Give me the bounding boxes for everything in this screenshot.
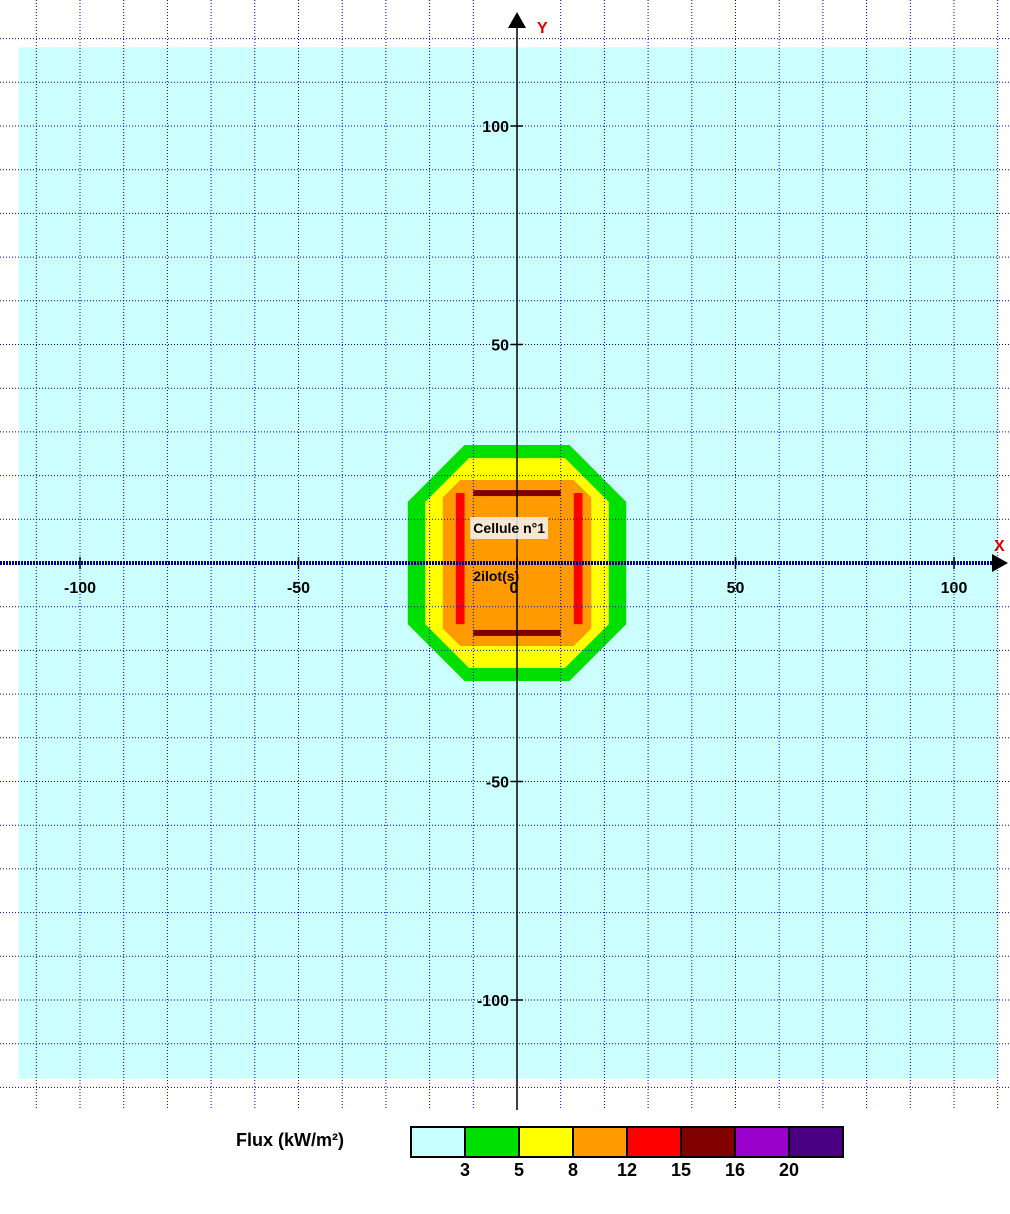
- y-tick-label: -50: [486, 775, 509, 792]
- flux-wall-12: [455, 493, 465, 625]
- legend-swatch: [466, 1128, 520, 1156]
- legend-labels: 3 5 8 12 15 16 20: [410, 1160, 850, 1184]
- x-tick-label: 50: [727, 580, 745, 597]
- annotation-label: 2ilot(s): [473, 568, 519, 584]
- legend-title: Flux (kW/m²): [236, 1130, 344, 1150]
- grid: [0, 0, 1010, 1110]
- y-tick-label: 100: [482, 119, 509, 136]
- x-tick-label: 0: [510, 580, 519, 597]
- legend-swatch: [628, 1128, 682, 1156]
- legend-swatch: [736, 1128, 790, 1156]
- x-tick-label: -50: [287, 580, 310, 597]
- legend-label: 5: [513, 1160, 525, 1180]
- legend-swatches: [410, 1126, 844, 1158]
- legend-swatch: [520, 1128, 574, 1156]
- legend-label: 20: [778, 1160, 800, 1180]
- annotation-background: [470, 517, 549, 540]
- flux-wall-12: [573, 493, 583, 625]
- tick-labels: -100 -50 0 50 100 100 50 -50 -100: [64, 119, 967, 1010]
- legend-label: 8: [567, 1160, 579, 1180]
- x-axis-name: X: [994, 538, 1005, 555]
- annotations: Cellule n°1 2ilot(s): [470, 517, 549, 584]
- legend-swatch: [412, 1128, 466, 1156]
- legend-label: 16: [724, 1160, 746, 1180]
- legend-label: 3: [459, 1160, 471, 1180]
- y-axis-arrow: [508, 12, 526, 28]
- annotation-label: Cellule n°1: [473, 520, 545, 536]
- y-axis-name: Y: [537, 20, 548, 37]
- legend-label: 15: [670, 1160, 692, 1180]
- legend-swatch: [682, 1128, 736, 1156]
- y-tick-label: 50: [491, 338, 509, 355]
- flux-chart: X Y -100 -50 0 50 100 100 50 -50 -100 Cellule n°1…: [0, 0, 1010, 1110]
- x-axis-arrow: [992, 554, 1008, 572]
- legend-swatch: [790, 1128, 842, 1156]
- x-tick-label: 100: [941, 580, 968, 597]
- legend-label: 12: [616, 1160, 638, 1180]
- x-tick-label: -100: [64, 580, 96, 597]
- y-tick-label: -100: [477, 993, 509, 1010]
- legend-swatch: [574, 1128, 628, 1156]
